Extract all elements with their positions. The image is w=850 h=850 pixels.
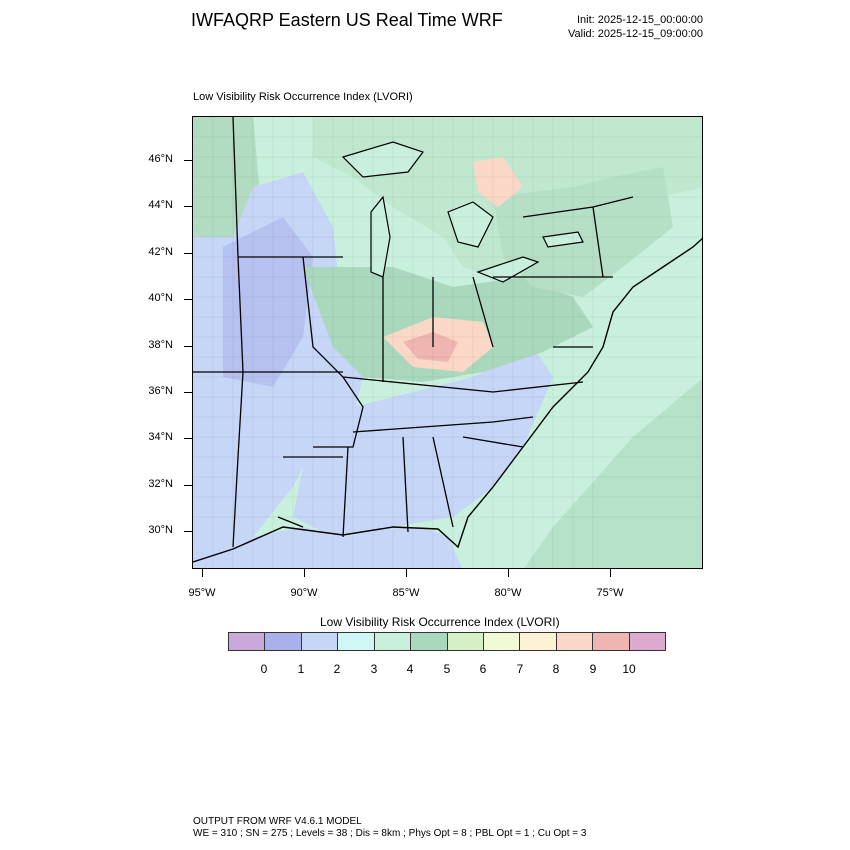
colorbar-segment bbox=[301, 633, 339, 650]
lon-label-80w: 80°W bbox=[494, 587, 522, 599]
colorbar-segment bbox=[593, 633, 630, 650]
colorbar bbox=[228, 632, 666, 651]
colorbar-segment bbox=[629, 633, 666, 650]
ontario-high-risk-patch bbox=[473, 157, 523, 207]
model-info-footer: OUTPUT FROM WRF V4.6.1 MODEL WE = 310 ; … bbox=[193, 816, 586, 840]
init-valid-times: Init: 2025-12-15_00:00:00 Valid: 2025-12… bbox=[545, 13, 703, 41]
field-subtitle: Low Visibility Risk Occurrence Index (LV… bbox=[193, 91, 413, 103]
lat-label-46n: 46°N bbox=[148, 153, 173, 165]
lat-label-32n: 32°N bbox=[148, 478, 173, 490]
lat-label-42n: 42°N bbox=[148, 246, 173, 258]
lat-tick bbox=[184, 392, 192, 393]
colorbar-label: 3 bbox=[370, 662, 378, 676]
init-time: Init: 2025-12-15_00:00:00 bbox=[577, 14, 703, 26]
colorbar-label: 4 bbox=[406, 662, 414, 676]
lat-tick bbox=[184, 253, 192, 254]
lat-label-40n: 40°N bbox=[148, 292, 173, 304]
colorbar-segment bbox=[483, 633, 521, 650]
southeast-low-risk-region bbox=[293, 347, 553, 537]
map-panel bbox=[192, 116, 703, 569]
lat-label-36n: 36°N bbox=[148, 385, 173, 397]
colorbar-segment bbox=[229, 633, 266, 650]
lon-label-85w: 85°W bbox=[392, 587, 420, 599]
lat-label-44n: 44°N bbox=[148, 199, 173, 211]
lat-label-30n: 30°N bbox=[148, 524, 173, 536]
lat-tick bbox=[184, 346, 192, 347]
map-svg bbox=[193, 117, 702, 568]
valid-time: Valid: 2025-12-15_09:00:00 bbox=[568, 28, 703, 40]
colorbar-label: 7 bbox=[516, 662, 524, 676]
colorbar-label: 0 bbox=[260, 662, 268, 676]
northeast-region bbox=[493, 167, 673, 297]
lon-tick bbox=[508, 569, 509, 577]
colorbar-label: 5 bbox=[443, 662, 451, 676]
kentucky-peak-region bbox=[403, 332, 458, 362]
lon-tick bbox=[610, 569, 611, 577]
colorbar-segment bbox=[411, 633, 448, 650]
lake-huron bbox=[447, 201, 494, 248]
lake-erie bbox=[476, 256, 540, 283]
lon-label-95w: 95°W bbox=[188, 587, 216, 599]
west-very-low-region bbox=[223, 217, 313, 387]
lon-label-75w: 75°W bbox=[596, 587, 624, 599]
gulf-stream-shading bbox=[524, 378, 702, 568]
lat-tick bbox=[184, 485, 192, 486]
lon-label-90w: 90°W bbox=[290, 587, 318, 599]
county-mesh bbox=[193, 117, 702, 568]
coastline bbox=[193, 237, 702, 563]
colorbar-segment bbox=[265, 633, 302, 650]
lat-tick bbox=[184, 160, 192, 161]
colorbar-label: 9 bbox=[589, 662, 597, 676]
lon-tick bbox=[304, 569, 305, 577]
lon-tick bbox=[202, 569, 203, 577]
colorbar-label: 8 bbox=[552, 662, 560, 676]
lake-ontario bbox=[542, 231, 584, 248]
colorbar-title: Low Visibility Risk Occurrence Index (LV… bbox=[320, 615, 560, 629]
colorbar-label: 6 bbox=[479, 662, 487, 676]
colorbar-segment bbox=[520, 633, 557, 650]
lon-tick bbox=[406, 569, 407, 577]
model-config-line: WE = 310 ; SN = 275 ; Levels = 38 ; Dis … bbox=[193, 828, 587, 839]
colorbar-segment bbox=[447, 633, 484, 650]
lat-tick bbox=[184, 438, 192, 439]
colorbar-segment bbox=[338, 633, 375, 650]
colorbar-segment bbox=[556, 633, 594, 650]
lake-superior bbox=[341, 141, 424, 178]
colorbar-label: 1 bbox=[297, 662, 305, 676]
lat-tick bbox=[184, 206, 192, 207]
state-boundaries bbox=[193, 117, 634, 548]
colorbar-segment bbox=[374, 633, 412, 650]
plot-title: IWFAQRP Eastern US Real Time WRF bbox=[191, 10, 503, 30]
colorbar-label: 2 bbox=[333, 662, 341, 676]
lake-michigan bbox=[370, 195, 391, 278]
model-version-line: OUTPUT FROM WRF V4.6.1 MODEL bbox=[193, 816, 362, 827]
lat-tick bbox=[184, 531, 192, 532]
lat-tick bbox=[184, 299, 192, 300]
colorbar-label: 10 bbox=[622, 662, 636, 676]
lat-label-34n: 34°N bbox=[148, 431, 173, 443]
lat-label-38n: 38°N bbox=[148, 339, 173, 351]
